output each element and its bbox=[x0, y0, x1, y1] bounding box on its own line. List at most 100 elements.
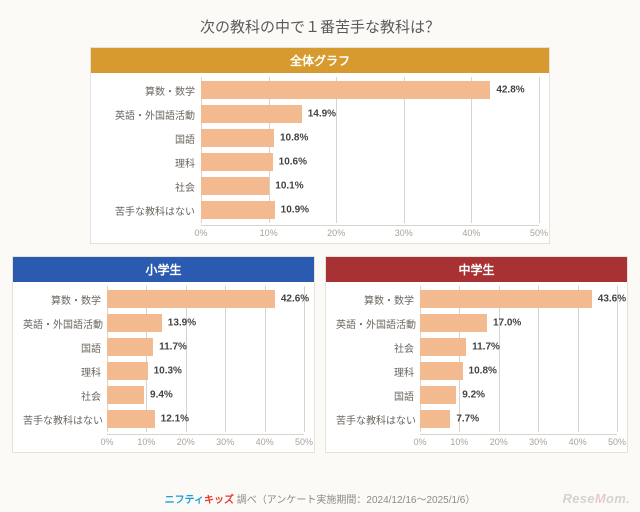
table-row: 苦手な教科はない7.7% bbox=[336, 410, 617, 428]
footer-credit: ニフティキッズ 調べ（アンケート実施期間：2024/12/16～2025/1/6… bbox=[0, 491, 640, 506]
row-label: 英語・外国語活動 bbox=[336, 316, 420, 331]
table-row: 社会9.4% bbox=[23, 386, 304, 404]
plot-area: 14.9% bbox=[201, 105, 539, 123]
page-title: 次の教科の中で１番苦手な教科は？ bbox=[12, 16, 628, 37]
row-label: 国語 bbox=[101, 131, 201, 146]
axis-tick: 50% bbox=[608, 437, 626, 447]
axis-tick: 20% bbox=[327, 228, 345, 238]
table-row: 苦手な教科はない12.1% bbox=[23, 410, 304, 428]
row-label: 社会 bbox=[23, 388, 107, 403]
bar: 13.9% bbox=[107, 314, 162, 332]
bar: 42.6% bbox=[107, 290, 275, 308]
table-row: 算数・数学43.6% bbox=[336, 290, 617, 308]
table-row: 英語・外国語活動 17.0% bbox=[336, 314, 617, 332]
table-row: 理科10.6% bbox=[101, 153, 539, 171]
bar-value: 11.7% bbox=[159, 342, 187, 353]
row-label: 英語・外国語活動 bbox=[101, 107, 201, 122]
plot-area: 9.4% bbox=[107, 386, 304, 404]
bar: 10.8% bbox=[420, 362, 463, 380]
bar: 42.8% bbox=[201, 81, 490, 99]
row-label: 算数・数学 bbox=[336, 292, 420, 307]
table-row: 苦手な教科はない10.9% bbox=[101, 201, 539, 219]
plot-area: 10.3% bbox=[107, 362, 304, 380]
row-label: 理科 bbox=[23, 364, 107, 379]
bar: 9.4% bbox=[107, 386, 144, 404]
bar-value: 17.0% bbox=[493, 318, 521, 329]
chart-elementary-header: 小学生 bbox=[13, 257, 314, 282]
chart-junior: 中学生 算数・数学43.6%英語・外国語活動17.0%社会11.7%理科10.8… bbox=[325, 256, 628, 453]
plot-area: 10.1% bbox=[201, 177, 539, 195]
bar: 12.1% bbox=[107, 410, 155, 428]
panel-row: 小学生 算数・数学42.6%英語・外国語活動13.9%国語11.7%理科10.3… bbox=[12, 256, 628, 453]
bar: 10.1% bbox=[201, 177, 269, 195]
x-axis: 0%10%20%30%40%50% bbox=[101, 225, 539, 239]
row-label: 社会 bbox=[336, 340, 420, 355]
plot-area: 42.6% bbox=[107, 290, 304, 308]
table-row: 社会10.1% bbox=[101, 177, 539, 195]
axis-tick: 50% bbox=[530, 228, 548, 238]
table-row: 理科10.3% bbox=[23, 362, 304, 380]
footer-brand2: キッズ bbox=[204, 495, 234, 506]
bar-value: 7.7% bbox=[456, 414, 479, 425]
plot-area: 13.9% bbox=[107, 314, 304, 332]
chart-overall-header: 全体グラフ bbox=[91, 48, 549, 73]
table-row: 社会11.7% bbox=[336, 338, 617, 356]
row-label: 苦手な教科はない bbox=[23, 412, 107, 427]
bar-value: 13.9% bbox=[168, 318, 196, 329]
row-label: 苦手な教科はない bbox=[336, 412, 420, 427]
axis-tick: 40% bbox=[462, 228, 480, 238]
axis-tick: 20% bbox=[177, 437, 195, 447]
row-label: 算数・数学 bbox=[23, 292, 107, 307]
plot-area: 10.8% bbox=[420, 362, 617, 380]
plot-area: 11.7% bbox=[107, 338, 304, 356]
row-label: 国語 bbox=[336, 388, 420, 403]
plot-area: 12.1% bbox=[107, 410, 304, 428]
axis-tick: 0% bbox=[413, 437, 426, 447]
bar: 7.7% bbox=[420, 410, 450, 428]
chart-junior-header: 中学生 bbox=[326, 257, 627, 282]
chart-overall-body: 算数・数学42.8%英語・外国語活動14.9%国語10.8%理科10.6%社会1… bbox=[91, 73, 549, 243]
bar-value: 10.8% bbox=[469, 366, 497, 377]
table-row: 国語10.8% bbox=[101, 129, 539, 147]
bar-value: 10.1% bbox=[275, 181, 303, 192]
bar-value: 9.2% bbox=[462, 390, 485, 401]
axis-tick: 30% bbox=[216, 437, 234, 447]
table-row: 国語9.2% bbox=[336, 386, 617, 404]
chart-elementary: 小学生 算数・数学42.6%英語・外国語活動13.9%国語11.7%理科10.3… bbox=[12, 256, 315, 453]
row-label: 理科 bbox=[336, 364, 420, 379]
bar: 43.6% bbox=[420, 290, 592, 308]
row-label: 社会 bbox=[101, 179, 201, 194]
axis-tick: 20% bbox=[490, 437, 508, 447]
bar: 10.9% bbox=[201, 201, 275, 219]
axis-tick: 0% bbox=[194, 228, 207, 238]
bar: 10.3% bbox=[107, 362, 148, 380]
bar-value: 10.6% bbox=[279, 157, 307, 168]
bar: 14.9% bbox=[201, 105, 302, 123]
bar: 9.2% bbox=[420, 386, 456, 404]
chart-elementary-body: 算数・数学42.6%英語・外国語活動13.9%国語11.7%理科10.3%社会9… bbox=[13, 282, 314, 452]
table-row: 英語・外国語活動14.9% bbox=[101, 105, 539, 123]
table-row: 国語 11.7% bbox=[23, 338, 304, 356]
footer-text: 調べ（アンケート実施期間：2024/12/16～2025/1/6） bbox=[234, 495, 475, 506]
row-label: 苦手な教科はない bbox=[101, 203, 201, 218]
axis-tick: 40% bbox=[569, 437, 587, 447]
plot-area: 10.8% bbox=[201, 129, 539, 147]
watermark: ReseMom. bbox=[563, 491, 630, 506]
table-row: 算数・数学42.8% bbox=[101, 81, 539, 99]
chart-junior-body: 算数・数学43.6%英語・外国語活動17.0%社会11.7%理科10.8%国語9… bbox=[326, 282, 627, 452]
row-label: 英語・外国語活動 bbox=[23, 316, 107, 331]
bar-value: 11.7% bbox=[472, 342, 500, 353]
plot-area: 10.9% bbox=[201, 201, 539, 219]
plot-area: 17.0% bbox=[420, 314, 617, 332]
axis-tick: 10% bbox=[450, 437, 468, 447]
x-axis: 0%10%20%30%40%50% bbox=[336, 434, 617, 448]
row-label: 国語 bbox=[23, 340, 107, 355]
bar-value: 9.4% bbox=[150, 390, 173, 401]
bar-value: 42.6% bbox=[281, 294, 309, 305]
axis-tick: 30% bbox=[395, 228, 413, 238]
bar-value: 42.8% bbox=[496, 85, 524, 96]
bar: 11.7% bbox=[420, 338, 466, 356]
row-label: 算数・数学 bbox=[101, 83, 201, 98]
bar-value: 10.9% bbox=[281, 205, 309, 216]
bar: 10.8% bbox=[201, 129, 274, 147]
